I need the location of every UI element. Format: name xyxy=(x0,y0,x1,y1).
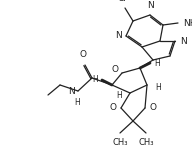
Text: N: N xyxy=(147,1,153,10)
Text: H: H xyxy=(74,98,80,107)
Text: N: N xyxy=(180,37,187,45)
Text: NH₂: NH₂ xyxy=(183,19,192,28)
Text: N: N xyxy=(115,32,122,41)
Text: O: O xyxy=(110,103,117,112)
Text: O: O xyxy=(111,65,118,75)
Text: CH₃: CH₃ xyxy=(138,138,154,147)
Text: H: H xyxy=(155,84,161,93)
Text: Cl: Cl xyxy=(118,0,127,3)
Text: N: N xyxy=(68,88,75,97)
Text: H: H xyxy=(116,91,122,101)
Text: CH₃: CH₃ xyxy=(112,138,128,147)
Text: O: O xyxy=(79,50,87,59)
Text: H: H xyxy=(154,58,160,67)
Text: H: H xyxy=(92,75,98,84)
Text: O: O xyxy=(149,103,156,112)
